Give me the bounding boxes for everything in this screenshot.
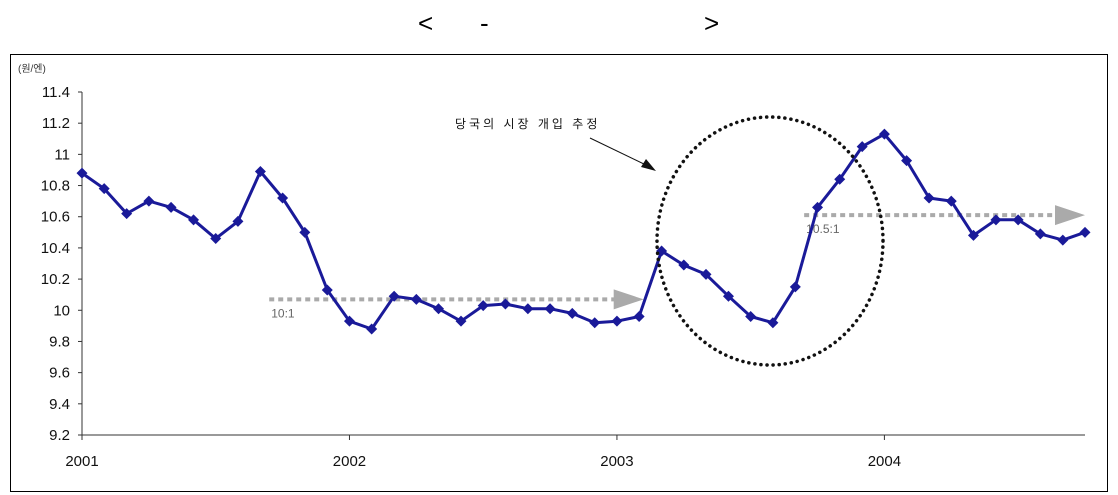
y-tick-label: 9.6	[49, 365, 70, 382]
title-open-bracket: <	[418, 8, 434, 38]
data-point	[522, 303, 534, 315]
title-close-bracket: >	[704, 8, 720, 38]
data-point	[767, 317, 779, 329]
data-point	[1079, 226, 1091, 238]
y-tick-label: 11	[54, 146, 70, 163]
y-tick-label: 10.4	[41, 240, 70, 257]
annotation-arrowhead	[641, 159, 656, 171]
data-point	[856, 141, 868, 153]
data-point	[722, 290, 734, 302]
x-tick-label: 2002	[333, 453, 366, 470]
data-point	[343, 315, 355, 327]
data-point	[633, 311, 645, 323]
y-axis-unit-label: (원/엔)	[18, 63, 46, 75]
data-point	[700, 268, 712, 280]
reference-line-arrowhead	[613, 289, 644, 310]
data-point	[477, 300, 489, 312]
y-tick-label: 9.4	[49, 396, 70, 413]
data-point	[566, 307, 578, 319]
intervention-annotation: 당국의 시장 개입 추정	[455, 117, 600, 131]
data-point	[321, 284, 333, 296]
page-title: < - >	[0, 8, 1118, 38]
data-point	[834, 173, 846, 185]
data-point	[76, 167, 88, 179]
data-point	[455, 315, 467, 327]
reference-line-label: 10.5:1	[806, 222, 840, 236]
data-point	[1057, 234, 1069, 246]
intervention-highlight-circle	[655, 115, 885, 367]
data-point	[656, 245, 668, 257]
data-point	[923, 192, 935, 204]
reference-line-arrowhead	[1055, 205, 1085, 226]
data-point	[1012, 214, 1024, 226]
chart-frame	[10, 54, 1108, 492]
data-point	[589, 317, 601, 329]
data-point	[789, 281, 801, 293]
data-point	[210, 233, 222, 245]
data-point	[878, 128, 890, 140]
title-dash: -	[480, 8, 489, 38]
y-tick-label: 9.2	[49, 427, 70, 444]
data-point	[143, 195, 155, 207]
data-point	[188, 214, 200, 226]
data-point	[678, 259, 690, 271]
y-tick-label: 9.8	[49, 333, 70, 350]
data-point	[812, 201, 824, 213]
data-point	[232, 215, 244, 227]
y-tick-label: 10.8	[41, 178, 70, 195]
data-point	[945, 195, 957, 207]
x-tick-label: 2004	[868, 453, 901, 470]
data-point	[967, 229, 979, 241]
data-point	[544, 303, 556, 315]
data-point	[990, 214, 1002, 226]
data-point	[901, 155, 913, 167]
data-point	[433, 303, 445, 315]
data-point	[388, 290, 400, 302]
data-point	[611, 315, 623, 327]
data-point	[98, 183, 110, 195]
series-line	[81, 132, 1086, 331]
data-point	[499, 298, 511, 310]
data-point	[745, 311, 757, 323]
y-tick-label: 11.2	[42, 115, 70, 132]
y-tick-label: 11.4	[42, 84, 70, 101]
data-point	[254, 166, 266, 178]
data-point	[165, 201, 177, 213]
x-tick-label: 2001	[65, 453, 98, 470]
reference-line-label: 10:1	[271, 306, 295, 320]
annotation-arrow-line	[589, 137, 649, 167]
data-point	[121, 208, 133, 220]
y-tick-label: 10	[53, 302, 70, 319]
data-point	[366, 323, 378, 335]
y-tick-label: 10.2	[41, 271, 70, 288]
data-point	[299, 226, 311, 238]
data-point	[410, 293, 422, 305]
data-point	[277, 192, 289, 204]
x-tick-label: 2003	[600, 453, 633, 470]
data-point	[1034, 228, 1046, 240]
y-tick-label: 10.6	[41, 209, 70, 226]
